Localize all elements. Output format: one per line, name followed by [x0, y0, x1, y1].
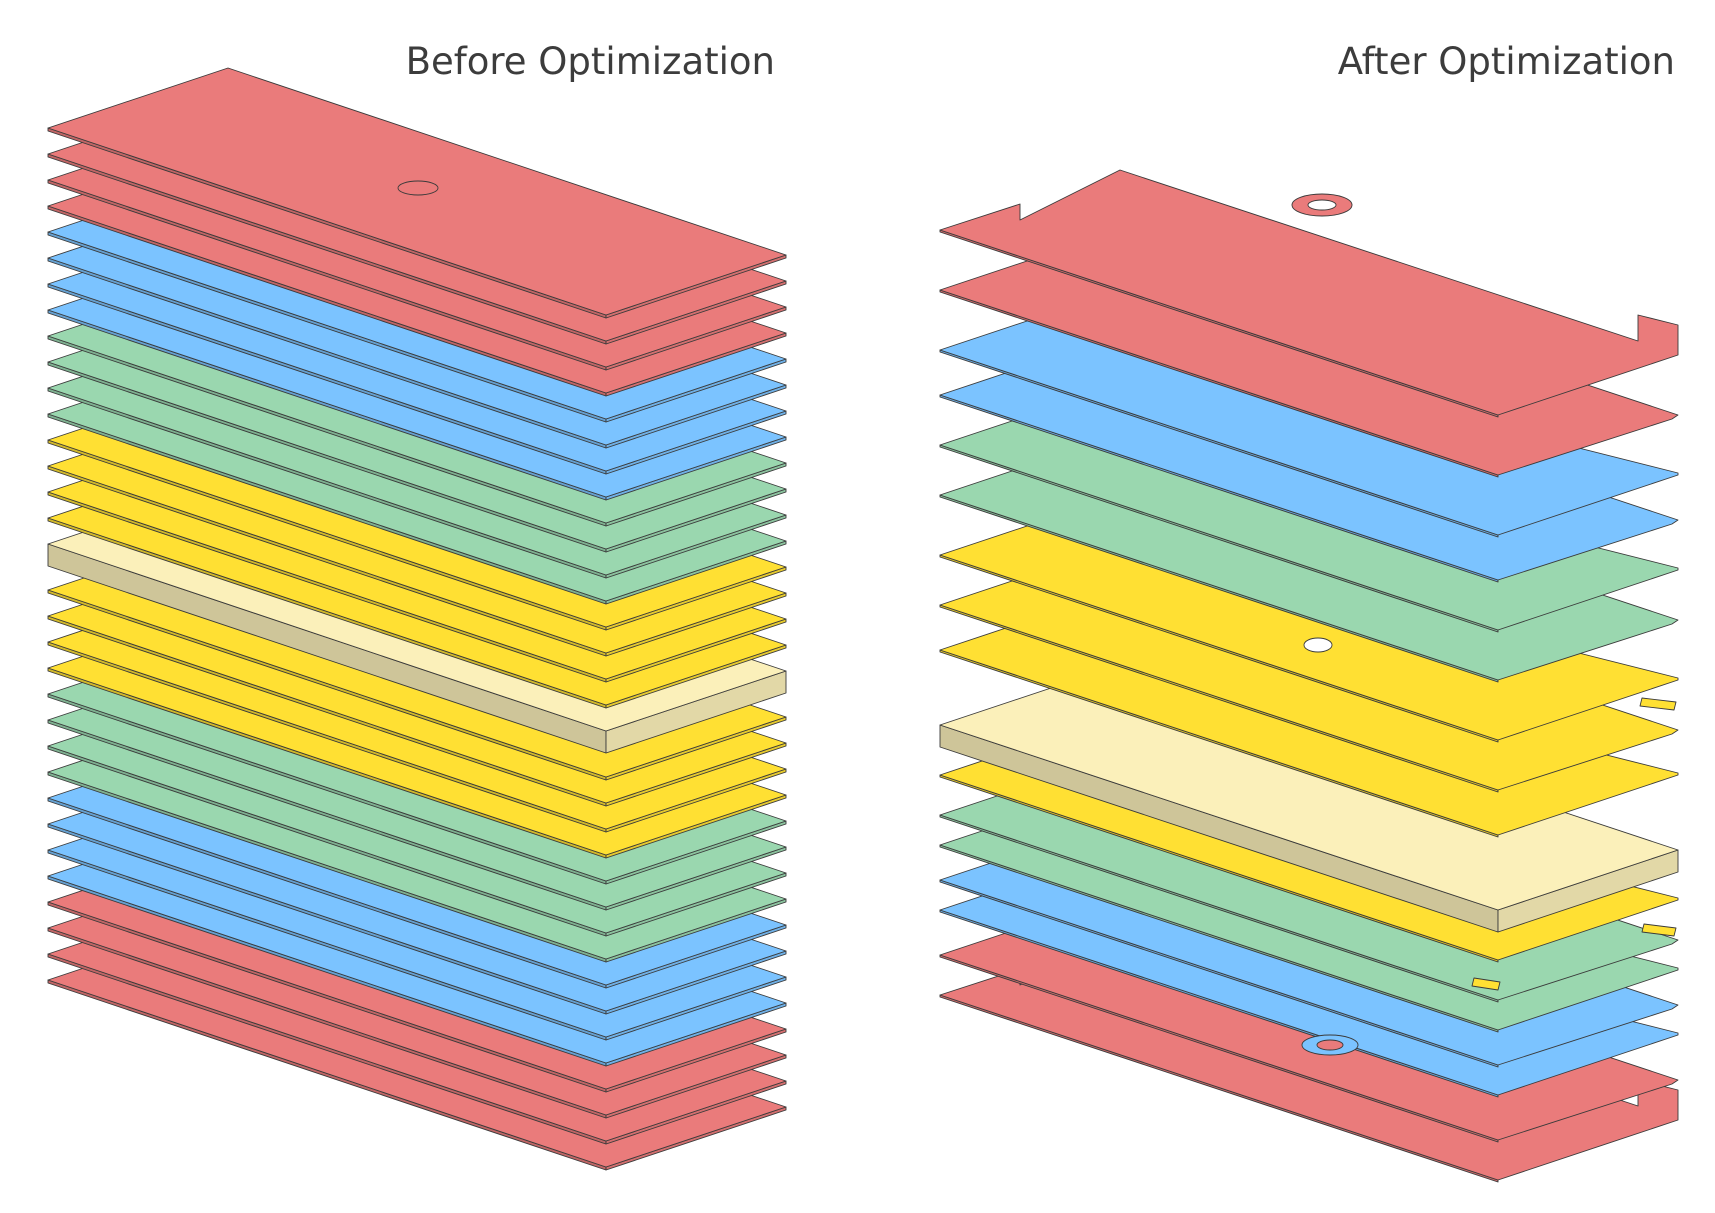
after-optimization-stack [939, 169, 1679, 1183]
after-small-tab-1 [1639, 697, 1677, 711]
after-ring-top-hole [1307, 199, 1337, 211]
after-layer-10-cream [939, 664, 1679, 933]
after-small-tab-2 [1641, 923, 1677, 937]
after-green-hole [1303, 637, 1333, 653]
before-top-hole [397, 180, 439, 196]
after-layer-1-red [939, 169, 1679, 418]
after-optimization-title: After Optimization [1337, 40, 1675, 83]
after-ring-bottom-hole [1316, 1039, 1344, 1051]
after-layer-1-top [939, 169, 1679, 416]
after-small-tab-3 [1471, 977, 1501, 991]
before-optimization-title: Before Optimization [405, 40, 775, 83]
before-optimization-stack [47, 67, 787, 1171]
after-layer-10-plate [939, 664, 1679, 933]
